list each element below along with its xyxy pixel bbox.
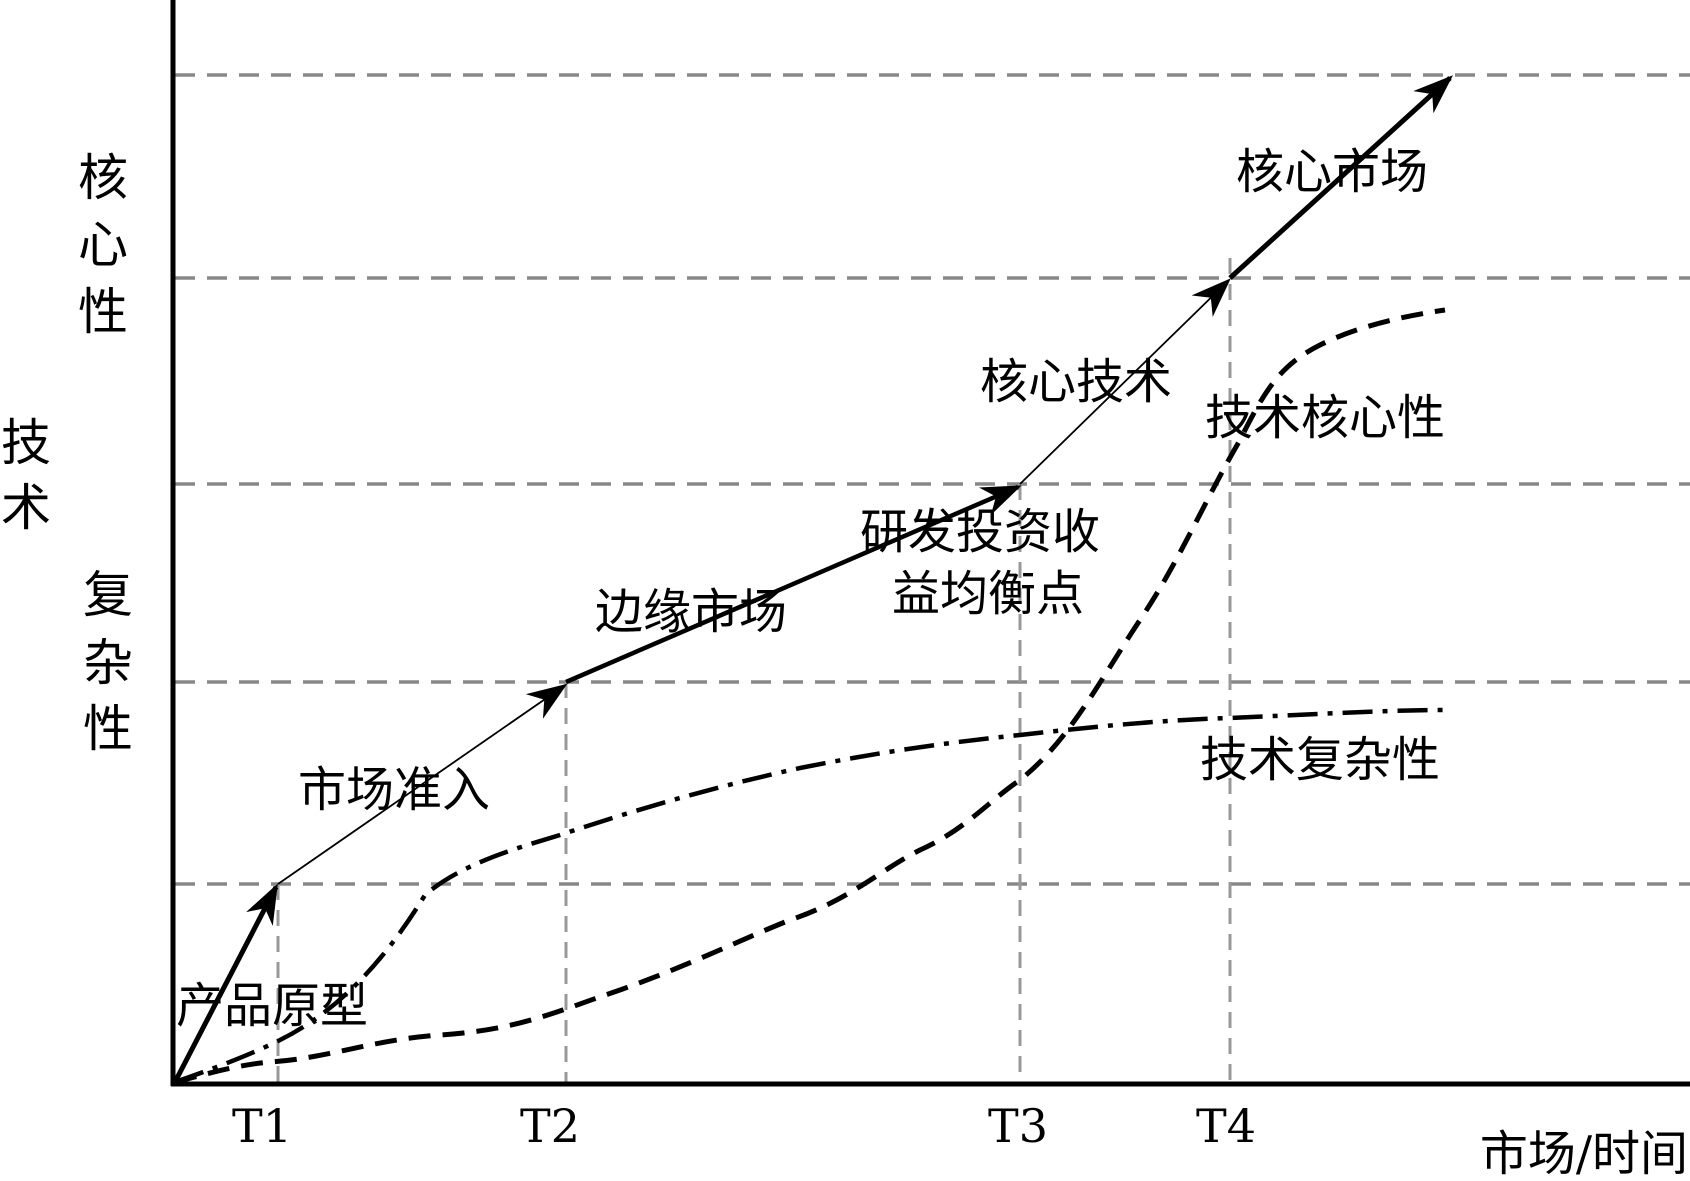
label-rd-balance-line1: 研发投资收 xyxy=(860,504,1100,560)
label-technology-coreness: 技术核心性 xyxy=(1205,390,1445,446)
tick-t3: T3 xyxy=(988,1099,1048,1153)
y-lower-char-2: 杂 xyxy=(83,634,133,692)
y-upper-char-3: 性 xyxy=(78,283,128,341)
label-core-technology: 核心技术 xyxy=(980,354,1172,410)
arrow-market-entry xyxy=(277,683,568,885)
y-upper-char-1: 核 xyxy=(78,149,128,207)
y-lower-char-1: 复 xyxy=(83,566,133,624)
tick-t4: T4 xyxy=(1196,1099,1256,1153)
tick-t1: T1 xyxy=(232,1099,292,1153)
label-technology-complexity: 技术复杂性 xyxy=(1200,732,1440,788)
technology-complexity-curve xyxy=(174,707,1446,1085)
tick-t2: T2 xyxy=(520,1099,580,1153)
arrow-product-prototype xyxy=(172,883,279,1084)
label-product-prototype: 产品原型 xyxy=(176,978,368,1034)
stage-arrows xyxy=(172,75,1453,1084)
y-upper-char-2: 心 xyxy=(78,216,128,274)
label-market-entry: 市场准入 xyxy=(298,762,490,818)
y-lower-char-3: 性 xyxy=(83,700,133,758)
technology-coreness-curve xyxy=(174,307,1446,1085)
label-edge-market: 边缘市场 xyxy=(595,584,787,640)
y-axis-title: 技 术 xyxy=(1,414,51,537)
y-title-char-1: 技 xyxy=(1,414,51,472)
label-rd-balance-line2: 益均衡点 xyxy=(892,566,1084,622)
arrow-core-technology xyxy=(1019,278,1231,485)
horizontal-gridlines xyxy=(175,73,1690,886)
y-axis-upper-label: 核 心 性 xyxy=(78,149,128,341)
vertical-guides xyxy=(276,258,1232,1084)
y-axis-lower-label: 复 杂 性 xyxy=(83,566,133,758)
arrow-core-market xyxy=(1228,75,1453,280)
y-title-char-2: 术 xyxy=(1,479,51,537)
arrow-edge-market xyxy=(565,484,1022,685)
x-axis-title: 市场/时间 xyxy=(1480,1126,1688,1176)
label-core-market: 核心市场 xyxy=(1236,144,1428,200)
